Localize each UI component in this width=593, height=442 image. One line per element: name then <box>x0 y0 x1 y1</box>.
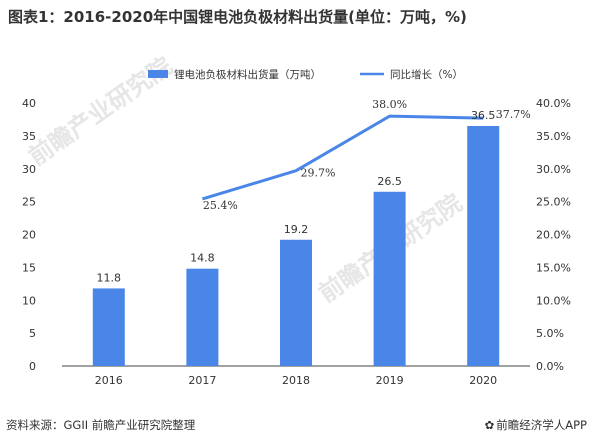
bar-value-label: 26.5 <box>377 175 402 188</box>
x-tick-label: 2020 <box>469 374 497 387</box>
y-left-tick-label: 15 <box>22 261 36 274</box>
y-left-tick-label: 35 <box>22 130 36 143</box>
y-right-tick-label: 25.0% <box>536 196 571 209</box>
bar <box>467 126 500 366</box>
y-left-tick-label: 10 <box>22 294 36 307</box>
y-right-tick-label: 5.0% <box>536 327 564 340</box>
bar <box>186 268 219 366</box>
bar <box>373 191 406 366</box>
footer-brand: ✿ 前瞻经济学人APP <box>485 417 587 433</box>
y-left-tick-label: 20 <box>22 229 36 242</box>
y-right-tick-label: 10.0% <box>536 294 571 307</box>
line-value-label: 25.4% <box>203 199 238 212</box>
y-right-tick-label: 30.0% <box>536 163 571 176</box>
chart-title: 图表1：2016-2020年中国锂电池负极材料出货量(单位：万吨，%) <box>8 8 467 26</box>
growth-line <box>201 114 484 201</box>
line-value-label: 37.7% <box>496 108 531 121</box>
bars <box>92 126 500 366</box>
bar-value-label: 19.2 <box>284 223 309 236</box>
line-value-label: 38.0% <box>372 98 407 111</box>
bar <box>280 239 312 366</box>
chart: 前瞻产业研究院前瞻产业研究院 锂电池负极材料出货量（万吨）同比增长（%） 051… <box>22 52 571 387</box>
paw-icon: ✿ <box>484 418 495 432</box>
footer-brand-label: 前瞻经济学人APP <box>496 418 587 432</box>
data-labels: 11.8 14.8 19.2 26.5 36.5 25.4% 29.7% 38.0% 37.7% <box>97 98 531 284</box>
y-left-tick-label: 0 <box>29 360 36 373</box>
y-right-tick-label: 0.0% <box>536 360 564 373</box>
x-tick-label: 2019 <box>376 374 404 387</box>
y-right-tick-label: 20.0% <box>536 229 571 242</box>
x-tick-label: 2016 <box>95 374 123 387</box>
y-right-tick-label: 35.0% <box>536 130 571 143</box>
y-left-tick-label: 25 <box>22 196 36 209</box>
y-left-tick-label: 40 <box>22 97 36 110</box>
bar <box>92 288 125 366</box>
legend-bar-swatch <box>148 70 168 78</box>
watermark-text: 前瞻产业研究院 <box>24 52 178 171</box>
bar-value-label: 11.8 <box>97 271 122 284</box>
y-left-tick-label: 5 <box>29 327 36 340</box>
growth-line-path <box>201 114 484 201</box>
x-tick-label: 2017 <box>188 374 216 387</box>
legend-line-label: 同比增长（%） <box>390 68 463 81</box>
bar-value-label: 36.5 <box>471 109 496 122</box>
y-right-tick-label: 15.0% <box>536 261 571 274</box>
axes: 0 5 10 15 20 25 30 35 40 0.0% 5.0% 10.0% 15.0% 20.0% 2… <box>22 97 571 387</box>
legend-bar-label: 锂电池负极材料出货量（万吨） <box>174 68 321 81</box>
x-tick-label: 2018 <box>282 374 310 387</box>
y-right-tick-label: 40.0% <box>536 97 571 110</box>
y-left-tick-label: 30 <box>22 163 36 176</box>
bar-value-label: 14.8 <box>190 252 215 265</box>
source-note: 资料来源：GGII 前瞻产业研究院整理 <box>6 418 196 432</box>
line-value-label: 29.7% <box>301 167 336 180</box>
legend: 锂电池负极材料出货量（万吨） 同比增长（%） <box>148 68 463 81</box>
